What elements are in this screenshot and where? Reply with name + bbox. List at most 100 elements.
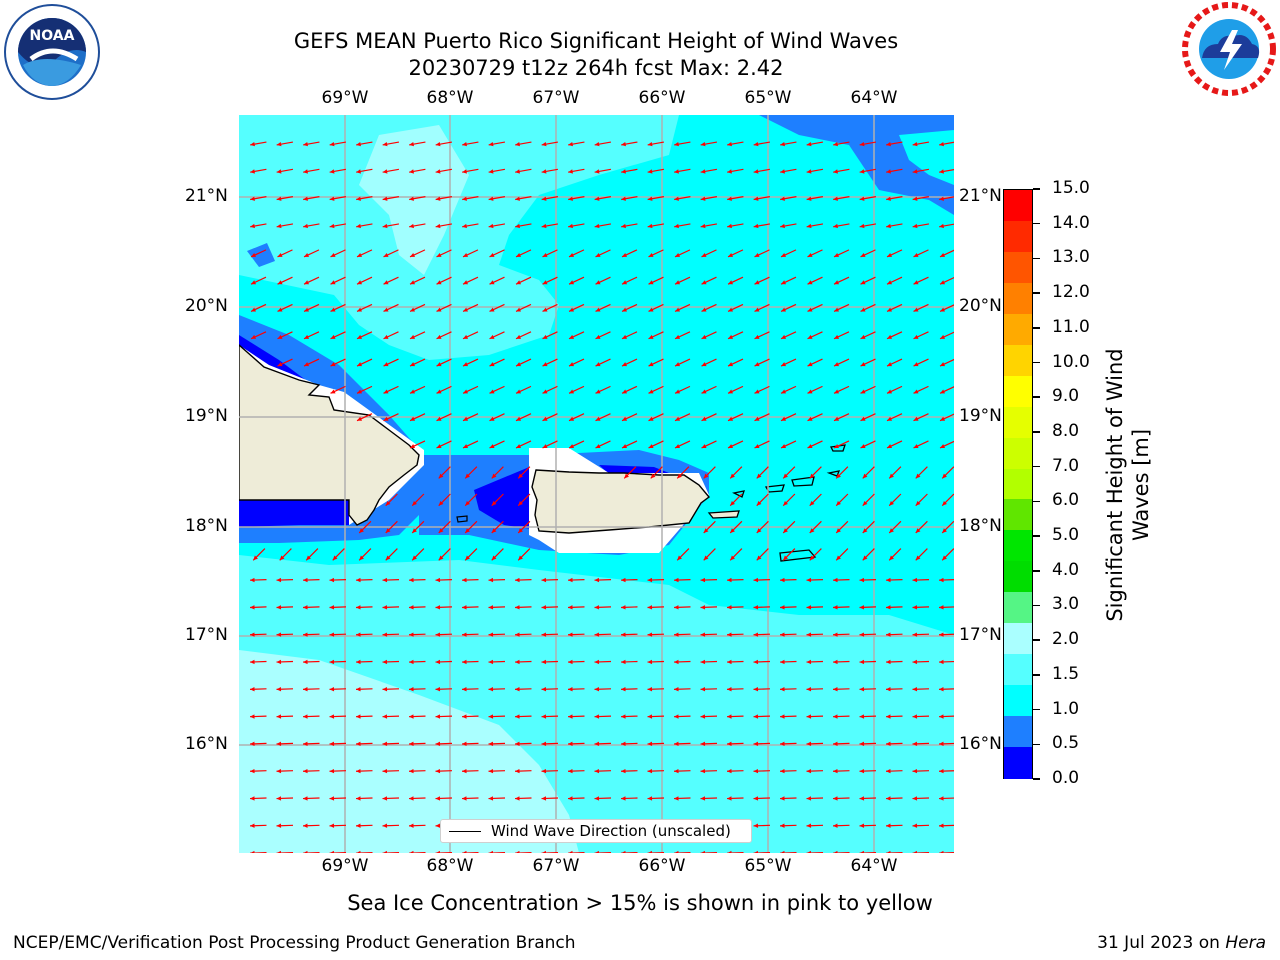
wind-wave-arrow (276, 577, 294, 583)
wind-wave-arrow (462, 413, 479, 422)
wind-wave-arrow (303, 249, 320, 258)
land-virgin-islands-3 (826, 470, 841, 477)
wind-wave-arrow (515, 331, 532, 340)
colorbar-tick-label: 10.0 (1052, 351, 1090, 372)
wind-wave-arrow (464, 520, 478, 534)
wind-wave-arrow (860, 385, 876, 394)
wind-wave-arrow (700, 223, 718, 229)
wind-wave-arrow (409, 196, 426, 201)
wave-contour-dark-mona (474, 465, 539, 530)
wind-wave-arrow (701, 331, 717, 340)
wind-wave-arrow (358, 520, 372, 534)
wind-wave-arrow (833, 303, 850, 312)
wind-wave-arrow (647, 141, 665, 147)
wind-wave-arrow (915, 493, 928, 507)
wind-wave-arrow (753, 196, 771, 201)
wind-wave-arrow (835, 493, 849, 507)
wind-wave-arrow (939, 358, 954, 367)
wind-wave-arrow (726, 850, 744, 853)
wind-wave-arrow (886, 303, 903, 312)
wind-wave-arrow (515, 141, 532, 147)
wind-wave-arrow (514, 796, 532, 801)
colorbar-tick-label: 3.0 (1052, 594, 1080, 615)
wind-wave-arrow (489, 413, 505, 422)
wind-wave-arrow (673, 577, 691, 583)
wind-wave-arrow (779, 741, 797, 747)
lat-label-right: 19°N (959, 406, 1002, 426)
wind-wave-arrow (886, 276, 903, 285)
wind-wave-arrow (330, 303, 346, 312)
wind-wave-arrow (833, 168, 850, 174)
wind-wave-arrow (542, 331, 558, 340)
wind-wave-arrow (567, 687, 585, 692)
wind-wave-arrow (673, 605, 691, 610)
wind-wave-arrow (700, 632, 718, 637)
wind-wave-arrow (859, 605, 877, 610)
wind-wave-arrow (938, 741, 954, 747)
wind-wave-arrow (648, 276, 664, 285)
wind-wave-arrow (726, 796, 744, 801)
wind-wave-arrow (514, 605, 532, 610)
wind-wave-arrow (489, 385, 505, 394)
wind-wave-arrow (462, 276, 479, 285)
wind-wave-arrow (647, 168, 665, 174)
wind-wave-arrow (461, 850, 479, 853)
wind-wave-arrow (753, 605, 771, 610)
wind-wave-arrow (568, 276, 585, 285)
wind-wave-arrow (701, 385, 717, 394)
wind-wave-arrow (541, 796, 559, 801)
wind-wave-arrow (621, 168, 638, 174)
wind-wave-arrow (835, 466, 849, 479)
wind-wave-arrow (382, 687, 400, 692)
wind-wave-arrow (620, 577, 638, 583)
wind-wave-arrow (647, 687, 665, 692)
colorbar-tick-mark (1033, 639, 1040, 641)
wind-wave-arrow (913, 276, 929, 285)
wind-wave-arrow (515, 303, 532, 312)
colorbar-tick-mark (1033, 743, 1040, 746)
wind-wave-arrow (382, 659, 400, 665)
footer-org: NCEP/EMC/Verification Post Processing Pr… (13, 933, 576, 953)
wind-wave-arrow (382, 577, 400, 583)
wind-wave-arrow (382, 850, 400, 853)
land-mona-island (456, 515, 468, 523)
wind-wave-arrow (464, 466, 478, 479)
wind-wave-arrow (329, 659, 347, 665)
wind-wave-arrow (859, 850, 877, 853)
wind-wave-arrow (703, 466, 716, 479)
wind-wave-arrow (515, 440, 532, 449)
wind-wave-arrow (886, 385, 903, 394)
wind-wave-arrow (595, 303, 611, 312)
colorbar-tick-mark (1033, 327, 1040, 329)
wind-wave-arrow (355, 741, 373, 747)
wind-wave-arrow (411, 520, 425, 534)
wind-wave-arrow (780, 331, 797, 340)
wind-wave-arrow (621, 358, 638, 367)
wind-wave-arrow (408, 823, 426, 828)
wind-wave-arrow (488, 223, 506, 229)
wind-wave-arrow (541, 168, 559, 174)
wind-wave-arrow (436, 249, 452, 258)
wind-wave-arrow (648, 413, 664, 422)
lon-label-bottom: 64°W (850, 856, 898, 876)
wind-wave-arrow (859, 632, 877, 637)
wind-wave-arrow (941, 466, 954, 479)
wind-wave-arrow (568, 249, 585, 258)
wind-wave-arrow (648, 358, 664, 367)
wind-wave-arrow (673, 741, 691, 747)
land-culebra (732, 490, 745, 498)
wind-wave-arrow (809, 520, 822, 534)
wind-wave-arrow (700, 196, 718, 201)
wind-wave-arrow (727, 168, 744, 174)
wind-wave-arrow (912, 659, 930, 665)
wind-wave-arrow (941, 520, 954, 534)
wind-wave-arrow (833, 249, 850, 258)
wind-wave-arrow (276, 168, 294, 174)
wind-wave-arrow (754, 440, 770, 449)
wind-wave-arrow (833, 413, 850, 422)
lon-label-top: 67°W (532, 88, 580, 108)
wind-wave-arrow (703, 548, 716, 561)
wind-wave-arrow (912, 823, 930, 828)
wind-wave-arrow (436, 303, 452, 312)
wind-wave-arrow (886, 440, 903, 449)
